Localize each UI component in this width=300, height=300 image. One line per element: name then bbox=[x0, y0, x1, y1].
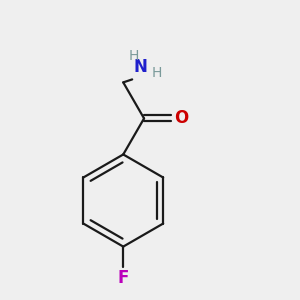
Text: O: O bbox=[174, 110, 189, 128]
Text: F: F bbox=[118, 269, 129, 287]
Text: N: N bbox=[134, 58, 148, 76]
Text: H: H bbox=[152, 67, 162, 80]
Text: H: H bbox=[128, 49, 139, 63]
